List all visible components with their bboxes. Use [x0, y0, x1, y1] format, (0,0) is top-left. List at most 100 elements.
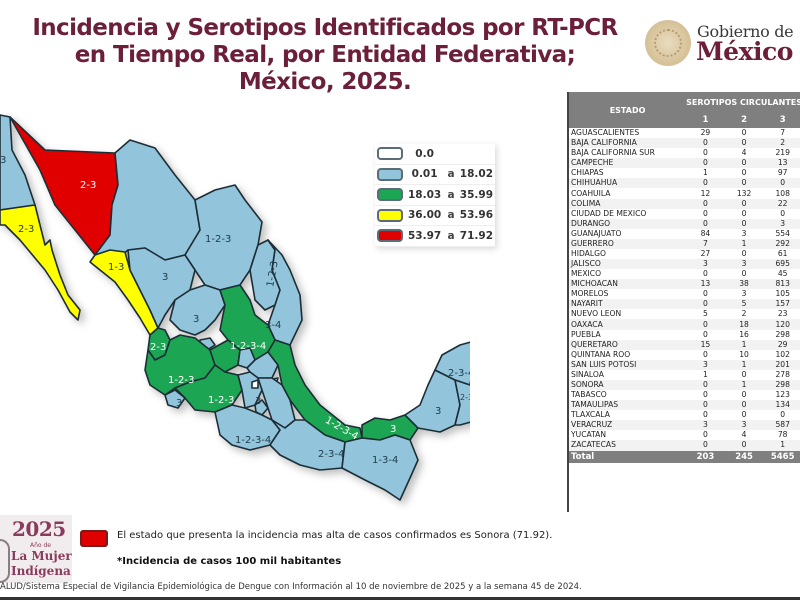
legend-min: 0.0	[415, 147, 434, 160]
legend-swatch-red	[377, 229, 403, 243]
logo-line1: Gobierno de	[697, 22, 794, 41]
serotype-2-count: 1	[724, 379, 764, 391]
serotype-2-count: 1	[724, 339, 764, 350]
legend-swatch-green	[377, 188, 403, 202]
serotype-3-count: 123	[775, 390, 790, 400]
logo-line1: La Mujer	[11, 549, 72, 563]
logo-line2: México	[696, 37, 793, 66]
serotype-2-count: 0	[741, 269, 747, 279]
table-row: CHIHUAHUA 0 0 0	[569, 178, 800, 189]
serotype-2-count: 18	[724, 319, 764, 330]
table-row: TAMAULIPAS 0 0 134	[569, 400, 800, 411]
table-row: TLAXCALA 0 0 0	[569, 410, 800, 420]
serotype-3-count: 45	[777, 269, 788, 279]
serotype-1-count: 27	[700, 248, 711, 258]
serotype-2-count: 0	[724, 198, 764, 209]
map-label-sonora: 2-3	[80, 180, 96, 191]
serotype-2-count: 0	[741, 369, 747, 379]
serotype-2-count: 0	[724, 178, 764, 189]
map-label-colima: 3	[176, 398, 182, 409]
legend-row: 0.0	[375, 144, 495, 165]
state-name: GUERRERO	[569, 238, 687, 249]
map-label-tamaulipas: 3-4	[265, 320, 281, 331]
serotype-2-count: 0	[741, 208, 747, 218]
state-name: QUERETARO	[569, 339, 687, 350]
logo-line2: Indígena	[11, 564, 71, 578]
serotype-3-count: 278	[775, 369, 790, 379]
serotype-2-count: 3	[741, 289, 747, 299]
serotype-1-count: 3	[686, 259, 725, 270]
serotype-1-count: 0	[686, 198, 725, 209]
column-header-serotype-3: 3	[763, 112, 800, 128]
table-row: JALISCO 3 3 695	[569, 259, 800, 270]
state-quintana-roo	[454, 379, 470, 426]
table-row: DURANGO 0 0 3	[569, 218, 800, 229]
state-name: SAN LUIS POTOSI	[569, 359, 687, 370]
serotype-3-count: 157	[763, 299, 800, 310]
column-header-serotipos: SEROTIPOS CIRCULANTES	[686, 92, 800, 113]
serotypes-table-container: ESTADO SEROTIPOS CIRCULANTES 1 2 3 AGUAS…	[567, 92, 800, 512]
map-label-durango: 3	[162, 272, 168, 283]
state-campeche	[404, 369, 461, 433]
map-label-san-luis-potosi: 1-2-3-4	[230, 341, 266, 352]
mexico-serotype-map: 2-3 2-3 1-3 3 3 1-2-3 1-2-3 3-4 3 1-2-3-…	[0, 114, 470, 501]
state-name: JALISCO	[569, 259, 687, 270]
serotype-2-count: 3	[741, 228, 747, 238]
serotype-1-count: 0	[703, 148, 708, 158]
highest-incidence-swatch	[80, 530, 108, 547]
serotype-1-count: 0	[703, 390, 708, 400]
serotype-3-count: 0	[780, 208, 786, 218]
legend-min: 53.97	[407, 229, 442, 242]
table-row: COAHUILA 12 132 108	[569, 188, 800, 198]
serotype-3-count: 61	[777, 248, 788, 258]
bottom-divider	[0, 597, 800, 600]
state-name: VERACRUZ	[569, 420, 687, 431]
table-row: OAXACA 0 18 120	[569, 319, 800, 330]
map-label-coahuila: 1-2-3	[205, 234, 231, 245]
column-header-serotype-2: 2	[724, 112, 764, 128]
state-name: MORELOS	[571, 289, 609, 299]
state-name: CHIAPAS	[571, 168, 604, 178]
serotype-1-count: 0	[703, 289, 708, 299]
table-row: CAMPECHE 0 0 13	[569, 158, 800, 169]
serotype-2-count: 1	[724, 359, 764, 370]
legend-row: 36.00 a 53.96	[375, 206, 495, 226]
map-label-tabasco: 3	[390, 424, 396, 435]
anio-mujer-indigena-logo: 2025 Año de La Mujer Indígena	[0, 515, 72, 583]
table-row: NUEVO LEON 5 2 23	[569, 309, 800, 319]
map-label-zacatecas: 3	[193, 314, 199, 325]
serotype-2-count: 132	[736, 188, 752, 198]
state-name: DURANGO	[569, 218, 687, 229]
serotype-1-count: 0	[686, 400, 725, 411]
map-label-yucatan: 2-3-4	[448, 368, 470, 379]
legend-swatch-white	[377, 147, 403, 161]
state-name: COAHUILA	[571, 188, 611, 198]
state-name: CHIHUAHUA	[569, 178, 687, 189]
map-label-campeche: 3	[435, 406, 441, 417]
gobierno-de-mexico-logo: Gobierno de México	[642, 18, 800, 70]
column-header-estado: ESTADO	[569, 92, 687, 128]
map-label-baja-california-sur: 2-3	[18, 224, 34, 235]
state-chiapas	[341, 434, 419, 501]
map-label-chiapas: 1-3-4	[372, 455, 398, 466]
map-label-michoacan: 1-2-3	[208, 395, 234, 406]
serotype-3-count: 695	[763, 259, 800, 270]
table-row: AGUASCALIENTES 29 0 7	[569, 128, 800, 138]
serotype-2-count: 3	[724, 259, 764, 270]
serotypes-table: ESTADO SEROTIPOS CIRCULANTES 1 2 3 AGUAS…	[569, 92, 800, 463]
serotype-1-count: 0	[686, 218, 725, 229]
serotype-1-count: 1	[703, 168, 708, 178]
table-row: BAJA CALIFORNIA 0 0 2	[569, 138, 800, 149]
serotype-1-count: 13	[686, 279, 725, 290]
total-serotype-3: 5465	[763, 450, 800, 463]
state-name: PUEBLA	[571, 329, 601, 339]
serotype-1-count: 0	[686, 379, 725, 391]
legend-sep: a	[447, 188, 455, 201]
serotype-3-count: 97	[777, 168, 788, 178]
map-label-guerrero: 1-2-3-4	[235, 435, 271, 446]
map-label-sinaloa: 1-3	[108, 262, 124, 273]
table-row: CIUDAD DE MEXICO 0 0 0	[569, 209, 800, 219]
legend-min: 18.03	[407, 188, 442, 201]
serotype-3-count: 120	[763, 319, 800, 330]
serotype-3-count: 78	[777, 430, 788, 440]
